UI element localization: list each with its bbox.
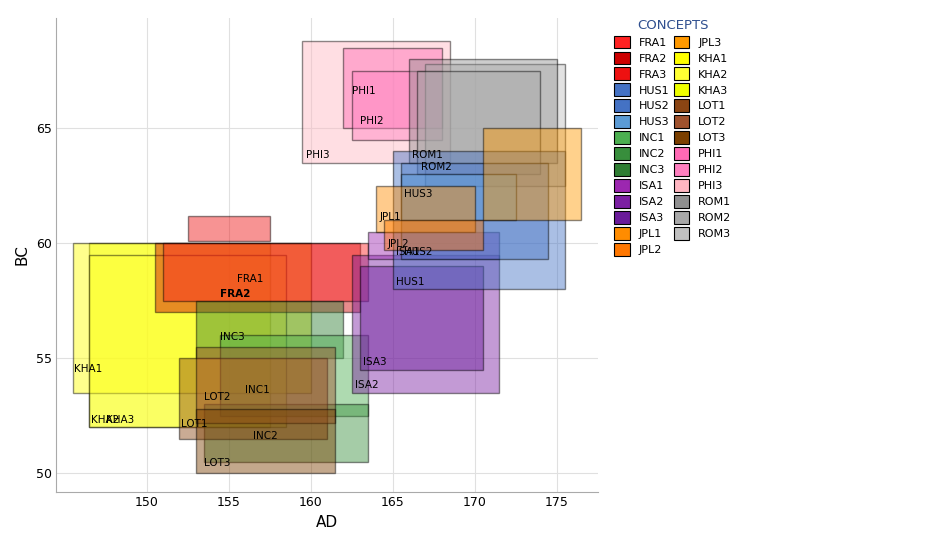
Text: LOT2: LOT2 (204, 392, 230, 402)
Bar (163, 243, 368, 301)
Text: ISA1: ISA1 (396, 247, 420, 257)
X-axis label: AD: AD (316, 515, 339, 530)
Text: INC3: INC3 (220, 332, 245, 342)
Bar (352, 255, 500, 393)
Bar (393, 151, 565, 289)
Bar (154, 243, 360, 312)
Text: KHA2: KHA2 (91, 415, 119, 425)
Text: KHA1: KHA1 (74, 364, 103, 374)
Text: HUS2: HUS2 (404, 247, 433, 257)
Bar (188, 216, 270, 241)
Bar (89, 255, 286, 427)
Text: ISA2: ISA2 (355, 380, 378, 390)
Bar (401, 163, 549, 259)
Bar (483, 128, 581, 220)
Y-axis label: BC: BC (15, 244, 30, 265)
Text: PHI2: PHI2 (360, 116, 384, 126)
Text: INC2: INC2 (253, 431, 278, 441)
Text: ROM2: ROM2 (421, 162, 451, 172)
Bar (368, 232, 500, 259)
Text: ISA3: ISA3 (364, 357, 387, 367)
Bar (352, 71, 442, 140)
Bar (302, 41, 450, 163)
Text: ROM1: ROM1 (413, 150, 443, 160)
Bar (89, 243, 270, 427)
Text: PHI3: PHI3 (306, 150, 329, 160)
Bar (401, 174, 516, 220)
Text: INC1: INC1 (245, 385, 270, 395)
Text: FRA1: FRA1 (237, 274, 264, 284)
Bar (343, 48, 442, 128)
Bar (196, 409, 335, 473)
Bar (204, 404, 368, 462)
Bar (179, 358, 327, 439)
Text: LOT1: LOT1 (181, 419, 207, 429)
Bar (196, 347, 335, 422)
Text: LOT3: LOT3 (204, 458, 230, 468)
Text: FRA2: FRA2 (220, 289, 251, 299)
Bar (426, 64, 565, 186)
Text: HUS3: HUS3 (404, 189, 433, 199)
Bar (385, 220, 483, 250)
Text: JPL2: JPL2 (388, 239, 410, 249)
Bar (360, 266, 483, 370)
Text: HUS1: HUS1 (396, 277, 425, 287)
Text: PHI1: PHI1 (352, 86, 376, 96)
Bar (417, 71, 540, 174)
Legend: FRA1, FRA2, FRA3, HUS1, HUS2, HUS3, INC1, INC2, INC3, ISA1, ISA2, ISA3, JPL1, JP: FRA1, FRA2, FRA3, HUS1, HUS2, HUS3, INC1… (609, 14, 737, 261)
Bar (409, 59, 557, 163)
Bar (196, 301, 343, 358)
Bar (73, 243, 311, 393)
Text: JPL1: JPL1 (379, 212, 401, 222)
Text: KHA3: KHA3 (105, 415, 134, 425)
Bar (220, 335, 368, 416)
Bar (376, 186, 475, 232)
